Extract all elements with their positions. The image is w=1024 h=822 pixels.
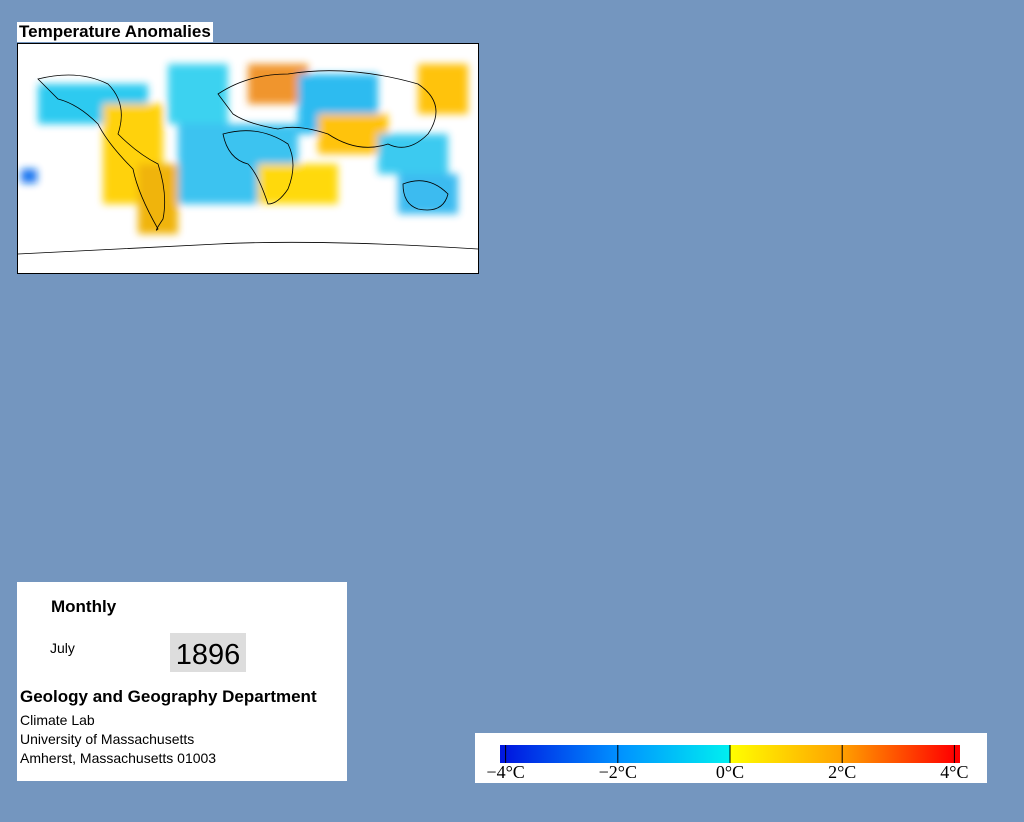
info-line: University of Massachusetts	[20, 731, 195, 747]
info-panel: Monthly July 1896 Geology and Geography …	[17, 582, 347, 781]
month: July	[50, 640, 75, 656]
colorbar: −4°C −2°C 0°C 2°C 4°C	[475, 733, 987, 783]
colorbar-tick-label: 4°C	[940, 762, 968, 782]
map-title: Temperature Anomalies	[17, 22, 213, 42]
colorbar-tick-label: −2°C	[599, 762, 637, 782]
colorbar-tick-label: 2°C	[828, 762, 856, 782]
colorbar-tick-label: −4°C	[486, 762, 524, 782]
anomaly-map	[17, 43, 479, 274]
colorbar-tick-label: 0°C	[716, 762, 744, 782]
period: Monthly	[51, 597, 117, 616]
info-line: Climate Lab	[20, 712, 95, 728]
year: 1896	[170, 633, 246, 672]
info-line: Amherst, Massachusetts 01003	[20, 750, 217, 766]
department: Geology and Geography Department	[20, 687, 317, 706]
